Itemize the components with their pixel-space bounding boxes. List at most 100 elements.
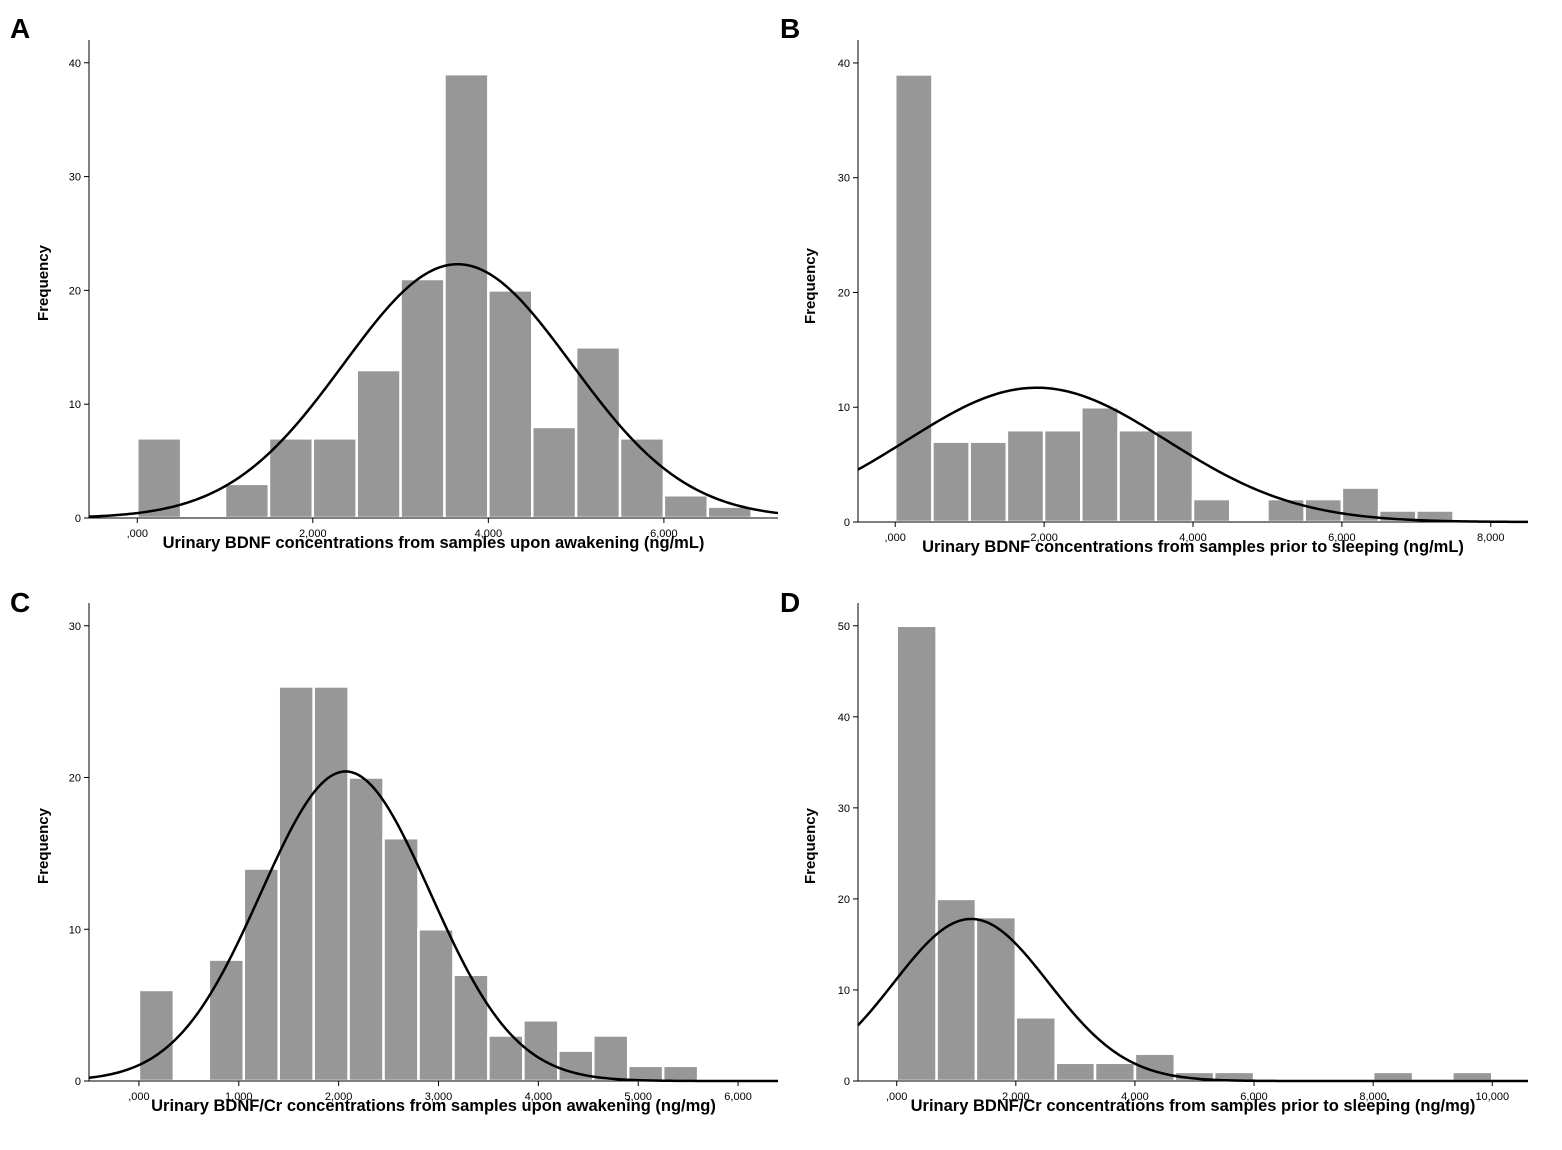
y-tick-label: 0 xyxy=(75,513,81,525)
y-tick-label: 0 xyxy=(844,1076,850,1088)
histogram-bar xyxy=(1042,428,1083,524)
y-tick-label: 10 xyxy=(838,985,850,997)
y-tick-label: 20 xyxy=(838,894,850,906)
y-tick-label: 30 xyxy=(838,173,850,185)
histogram-bar xyxy=(1266,497,1306,524)
histogram-bar xyxy=(931,440,971,524)
x-axis-title: Urinary BDNF/Cr concentrations from samp… xyxy=(151,1097,716,1115)
y-tick-label: 20 xyxy=(69,285,81,297)
x-tick-label: 5,000 xyxy=(624,1091,652,1103)
y-tick-label: 50 xyxy=(838,621,850,633)
histogram-bar xyxy=(895,624,938,1083)
x-tick-label: ,000 xyxy=(128,1091,149,1103)
histogram-bar xyxy=(223,482,271,520)
y-axis-title: Frequency xyxy=(802,807,819,884)
histogram-bar xyxy=(1371,1070,1415,1083)
histogram-bar xyxy=(347,776,385,1083)
x-tick-label: 6,000 xyxy=(650,528,678,540)
x-tick-label: ,000 xyxy=(127,528,148,540)
histogram-bar xyxy=(382,836,420,1083)
y-tick-label: 30 xyxy=(69,621,81,633)
y-axis-title: Frequency xyxy=(802,247,819,324)
histogram-bar xyxy=(530,425,578,520)
histogram-bars xyxy=(893,73,1455,524)
x-tick-label: 2,000 xyxy=(299,528,327,540)
normal-distribution-curve xyxy=(88,262,779,518)
x-axis-title: Urinary BDNF/Cr concentrations from samp… xyxy=(911,1097,1476,1115)
y-tick-label: 30 xyxy=(69,172,81,184)
y-tick-label: 40 xyxy=(838,712,850,724)
histogram-bar xyxy=(355,368,402,520)
x-tick-label: 6,000 xyxy=(1328,532,1356,544)
histogram-bar xyxy=(1191,497,1232,524)
histogram-bar xyxy=(311,437,358,520)
histogram-bar xyxy=(1054,1061,1097,1083)
histogram-panel-d: D 0 10 20 30 40 50 ,000 2,000 4,000 6,000 8,000 10,0… xyxy=(780,587,1528,1115)
y-axis-title: Frequency xyxy=(35,807,52,884)
x-tick-label: 4,000 xyxy=(475,528,503,540)
normal-distribution-curve xyxy=(88,770,778,1083)
x-tick-label: 4,000 xyxy=(1121,1091,1149,1103)
histogram-bar xyxy=(417,928,455,1083)
histogram-bar xyxy=(312,685,350,1083)
histogram-bar xyxy=(277,685,315,1083)
y-tick-label: 30 xyxy=(838,803,850,815)
histogram-bar xyxy=(487,289,534,520)
panel-letter: A xyxy=(10,13,30,44)
x-tick-label: 4,000 xyxy=(525,1091,553,1103)
histogram-bar xyxy=(1005,428,1046,524)
histogram-bar xyxy=(267,437,315,520)
y-tick-label: 20 xyxy=(838,287,850,299)
histogram-bar xyxy=(626,1064,665,1083)
histogram-bars xyxy=(895,624,1494,1083)
histogram-bar xyxy=(935,897,978,1083)
histogram-bar xyxy=(452,973,490,1083)
panel-letter: D xyxy=(780,587,800,618)
histogram-bar xyxy=(662,493,710,520)
histogram-bar xyxy=(592,1034,630,1083)
histogram-bar xyxy=(574,346,622,520)
x-tick-label: 10,000 xyxy=(1475,1091,1509,1103)
y-tick-label: 10 xyxy=(69,924,81,936)
histogram-bars xyxy=(137,685,700,1083)
x-tick-label: 8,000 xyxy=(1477,532,1505,544)
y-tick-label: 20 xyxy=(69,773,81,785)
x-tick-label: 2,000 xyxy=(1030,532,1058,544)
histogram-panel-c: C 0 10 20 30 ,000 1,000 2,000 3,000 4,000 5,000 6,0… xyxy=(10,587,778,1115)
x-tick-label: 6,000 xyxy=(1240,1091,1268,1103)
y-tick-label: 0 xyxy=(844,517,850,529)
x-axis-title: Urinary BDNF concentrations from samples… xyxy=(922,538,1464,556)
histogram-bar xyxy=(1080,405,1120,524)
panel-letter: C xyxy=(10,587,30,618)
histogram-bar xyxy=(207,958,246,1083)
histogram-panel-b: B 0 10 20 30 40 ,000 2,000 4,000 6,000 8,000 Urinar… xyxy=(780,13,1529,556)
y-tick-label: 10 xyxy=(69,399,81,411)
histogram-bar xyxy=(661,1064,700,1083)
histogram-bar xyxy=(443,72,490,520)
x-tick-label: 1,000 xyxy=(225,1091,253,1103)
x-tick-label: 6,000 xyxy=(724,1091,752,1103)
x-tick-label: ,000 xyxy=(886,1091,907,1103)
x-tick-label: 3,000 xyxy=(425,1091,453,1103)
x-tick-label: 8,000 xyxy=(1359,1091,1387,1103)
histogram-bar xyxy=(968,440,1009,524)
histogram-bar xyxy=(1093,1061,1137,1083)
histogram-bar xyxy=(893,73,934,524)
normal-distribution-curve xyxy=(857,386,1529,524)
histogram-bar xyxy=(399,277,446,520)
histogram-bars xyxy=(136,72,753,520)
y-tick-label: 40 xyxy=(69,58,81,70)
histogram-bar xyxy=(974,915,1018,1083)
x-tick-label: ,000 xyxy=(885,532,906,544)
x-axis-title: Urinary BDNF concentrations from samples… xyxy=(163,534,705,552)
y-axis-title: Frequency xyxy=(35,244,52,321)
y-tick-label: 10 xyxy=(838,402,850,414)
x-tick-label: 4,000 xyxy=(1179,532,1207,544)
histogram-bar xyxy=(1014,1016,1057,1083)
panel-letter: B xyxy=(780,13,800,44)
histogram-bar xyxy=(1117,428,1158,524)
histogram-bar xyxy=(242,867,280,1083)
x-tick-label: 2,000 xyxy=(325,1091,353,1103)
